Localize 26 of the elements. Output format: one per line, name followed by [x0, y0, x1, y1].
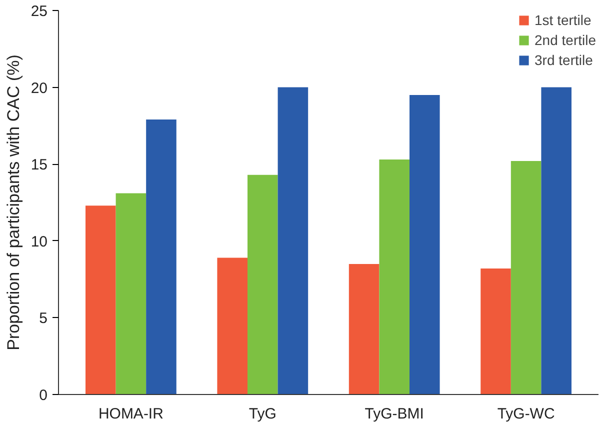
x-tick-label: TyG-WC: [497, 406, 555, 422]
x-tick-label: TyG: [248, 406, 276, 422]
bar: [480, 268, 511, 394]
legend-label: 1st tertile: [534, 12, 592, 28]
bar: [116, 193, 146, 394]
y-tick-label: 0: [39, 387, 48, 404]
bar: [379, 159, 410, 394]
bar: [278, 87, 308, 394]
y-tick-label: 20: [30, 80, 48, 97]
y-tick-label: 10: [30, 233, 48, 250]
legend-label: 2nd tertile: [534, 32, 596, 48]
bar: [86, 206, 116, 394]
bar: [510, 161, 542, 394]
bar: [541, 87, 572, 394]
bar: [248, 174, 278, 394]
bar: [348, 264, 380, 394]
x-tick-label: TyG-BMI: [364, 406, 424, 422]
x-tick-label: HOMA-IR: [98, 406, 164, 422]
y-axis-title: Proportion of participants with CAC (%): [4, 54, 23, 350]
y-tick-label: 15: [30, 156, 48, 174]
legend-label: 3rd tertile: [534, 52, 593, 68]
bar: [217, 258, 248, 394]
bar: [410, 94, 440, 394]
y-tick-label: 5: [39, 310, 48, 328]
bar: [146, 120, 176, 394]
y-tick-label: 25: [30, 3, 48, 20]
